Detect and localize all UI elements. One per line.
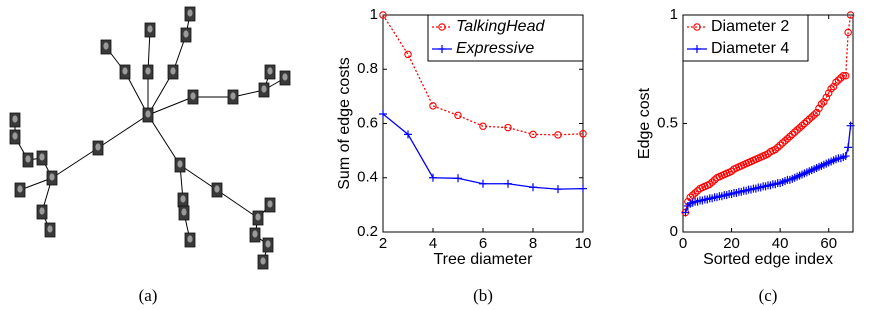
face bbox=[180, 195, 185, 202]
face bbox=[282, 73, 287, 80]
legend-label: TalkingHead bbox=[456, 18, 545, 35]
series-line bbox=[383, 114, 583, 189]
x-axis-label: Sorted edge index bbox=[703, 251, 833, 268]
tree-edge bbox=[52, 148, 98, 178]
caption: (b) bbox=[473, 286, 493, 305]
face bbox=[25, 155, 30, 162]
marker bbox=[455, 112, 461, 118]
tree-diagram bbox=[10, 7, 290, 269]
face bbox=[12, 115, 17, 122]
tree-edge bbox=[98, 115, 148, 148]
marker bbox=[554, 185, 562, 193]
face bbox=[49, 173, 54, 180]
face bbox=[230, 92, 235, 99]
face bbox=[103, 42, 108, 49]
face bbox=[177, 160, 182, 167]
x-tick-label: 60 bbox=[820, 235, 837, 252]
x-tick-label: 6 bbox=[479, 235, 487, 252]
x-tick-label: 2 bbox=[379, 235, 387, 252]
y-tick-label: 0.4 bbox=[357, 169, 378, 186]
y-tick-label: 0.5 bbox=[657, 114, 678, 131]
face bbox=[39, 207, 44, 214]
face bbox=[47, 225, 52, 232]
caption: (c) bbox=[759, 286, 778, 305]
face bbox=[255, 213, 260, 220]
caption: (a) bbox=[139, 286, 158, 305]
marker bbox=[579, 185, 587, 193]
face bbox=[260, 257, 265, 264]
y-axis-label: Sum of edge costs bbox=[336, 57, 353, 190]
y-tick-label: 0 bbox=[670, 223, 678, 240]
marker bbox=[479, 180, 487, 188]
face bbox=[267, 67, 272, 74]
face bbox=[183, 30, 188, 37]
y-tick-label: 1 bbox=[370, 6, 378, 23]
marker bbox=[504, 180, 512, 188]
legend-label: Expressive bbox=[456, 40, 534, 57]
face bbox=[17, 185, 22, 192]
x-tick-label: 40 bbox=[772, 235, 789, 252]
legend-label: Diameter 4 bbox=[711, 40, 789, 57]
face bbox=[170, 67, 175, 74]
face bbox=[261, 85, 266, 92]
face bbox=[265, 240, 270, 247]
tree-edge bbox=[148, 97, 193, 115]
face bbox=[39, 153, 44, 160]
face bbox=[190, 92, 195, 99]
marker bbox=[454, 174, 462, 182]
face bbox=[95, 143, 100, 150]
legend-label: Diameter 2 bbox=[711, 18, 789, 35]
face bbox=[252, 230, 257, 237]
x-tick-label: 10 bbox=[575, 235, 592, 252]
y-tick-label: 0.2 bbox=[357, 223, 378, 240]
face bbox=[12, 132, 17, 139]
tree-edge bbox=[180, 165, 217, 190]
marker bbox=[405, 51, 411, 57]
tree-edge bbox=[217, 190, 258, 218]
y-tick-label: 0.6 bbox=[357, 114, 378, 131]
tree-edge bbox=[148, 115, 180, 165]
marker bbox=[844, 143, 852, 151]
y-axis-label: Edge cost bbox=[636, 87, 653, 159]
x-axis-label: Tree diameter bbox=[434, 251, 534, 268]
marker bbox=[430, 103, 436, 109]
face bbox=[122, 67, 127, 74]
face bbox=[187, 9, 192, 16]
face bbox=[181, 208, 186, 215]
marker bbox=[429, 174, 437, 182]
y-tick-label: 1 bbox=[670, 6, 678, 23]
face bbox=[267, 200, 272, 207]
face bbox=[187, 235, 192, 242]
x-tick-label: 4 bbox=[429, 235, 437, 252]
x-tick-label: 0 bbox=[679, 235, 687, 252]
x-tick-label: 8 bbox=[529, 235, 537, 252]
face bbox=[147, 25, 152, 32]
y-tick-label: 0.8 bbox=[357, 60, 378, 77]
marker bbox=[529, 183, 537, 191]
face bbox=[214, 185, 219, 192]
figure: (a) (b) (c) 2468100.20.40.60.81Tree diam… bbox=[0, 0, 885, 310]
face bbox=[145, 110, 150, 117]
x-tick-label: 20 bbox=[723, 235, 740, 252]
face bbox=[145, 67, 150, 74]
